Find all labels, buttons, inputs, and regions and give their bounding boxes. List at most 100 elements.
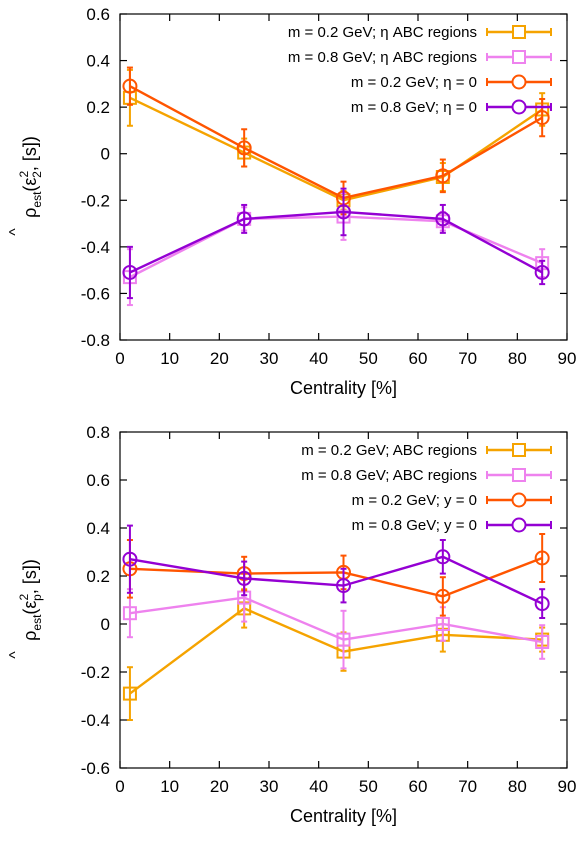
series-line (129, 607, 543, 695)
legend-label: m = 0.8 GeV; η = 0 (351, 99, 477, 116)
y-label-tail: , [s]) (20, 559, 40, 594)
data-point-square (122, 686, 137, 701)
y-axis-label: ρest(ε22, [s]) (17, 136, 44, 218)
x-tick-label: 10 (160, 777, 179, 796)
data-point-circle (534, 596, 550, 612)
y-label-sub2: p (30, 594, 44, 601)
y-label-hat: ^ (7, 651, 24, 659)
x-tick-label: 40 (309, 777, 328, 796)
data-point-circle (236, 570, 252, 586)
series-2 (122, 66, 550, 216)
data-point-circle (435, 168, 451, 184)
data-point-circle (236, 140, 252, 156)
legend-label: m = 0.2 GeV; y = 0 (352, 492, 477, 509)
legend-marker-square (512, 443, 526, 457)
series-1 (122, 192, 550, 307)
data-point-circle (122, 551, 138, 567)
chart-top: 0 10 20 30 40 50 60 70 80 90 -0.8 -0.6 -0.4 -0.2 0 0.2 0… (7, 5, 576, 398)
series-line (129, 215, 543, 279)
series-2 (122, 533, 550, 617)
x-tick-label: 70 (458, 777, 477, 796)
y-tick-label: -0.6 (81, 759, 110, 778)
data-point-circle (236, 211, 252, 227)
y-tick-label: -0.4 (81, 238, 110, 257)
y-tick-label: -0.8 (81, 331, 110, 350)
legend-label: m = 0.2 GeV; η ABC regions (288, 24, 477, 41)
y-tick-label: -0.2 (81, 663, 110, 682)
y-tick-label: -0.6 (81, 284, 110, 303)
x-tick-label: 0 (115, 349, 124, 368)
series-line (129, 96, 543, 202)
data-point-square (336, 632, 351, 647)
legend-marker-square (512, 468, 526, 482)
y-label-eps: (ε (20, 178, 40, 192)
legend-marker-square (512, 50, 526, 64)
legend-marker-circle (511, 517, 527, 533)
y-label-rho: ρ (20, 208, 40, 218)
data-point-circle (534, 550, 550, 566)
x-tick-label: 60 (409, 777, 428, 796)
y-label-sup: 2 (17, 171, 31, 178)
series-line (129, 556, 543, 598)
y-label-eps: (ε (20, 601, 40, 615)
x-tick-label: 90 (558, 349, 577, 368)
data-point-square (122, 606, 137, 621)
y-axis-label: ρest(ε2p, [s]) (17, 559, 44, 641)
x-tick-label: 90 (558, 777, 577, 796)
x-tick-label: 30 (260, 349, 279, 368)
legend-label: m = 0.2 GeV; η = 0 (351, 74, 477, 91)
legend-label: m = 0.2 GeV; ABC regions (301, 442, 477, 459)
y-tick-label: 0.8 (86, 423, 110, 442)
y-tick-label: 0 (101, 615, 110, 634)
legend-label: m = 0.8 GeV; y = 0 (352, 517, 477, 534)
y-tick-label: 0 (101, 145, 110, 164)
x-tick-label: 80 (508, 349, 527, 368)
y-label-rho: ρ (20, 631, 40, 641)
data-point-square (435, 617, 450, 631)
data-point-circle (336, 578, 351, 594)
y-label-hat: ^ (7, 228, 24, 236)
series-3 (122, 187, 550, 300)
x-tick-label: 70 (458, 349, 477, 368)
data-point-circle (435, 588, 451, 604)
data-point-circle (122, 78, 138, 94)
series-line (129, 596, 543, 644)
data-point-circle (534, 264, 550, 280)
y-label-tail: , [s]) (20, 136, 40, 171)
x-tick-label: 80 (508, 777, 527, 796)
series-line (129, 210, 543, 274)
plot-frame (119, 13, 568, 341)
x-axis-label: Centrality [%] (290, 378, 397, 398)
series-1 (122, 572, 550, 670)
data-point-circle (435, 549, 451, 565)
data-point-circle (336, 204, 351, 220)
y-tick-label: 0.4 (86, 519, 110, 538)
x-tick-label: 50 (359, 349, 378, 368)
y-label-sup: 2 (17, 594, 31, 601)
data-point-circle (122, 264, 138, 280)
series-0 (122, 588, 550, 721)
data-point-square (535, 635, 550, 649)
y-tick-label: 0.2 (86, 567, 110, 586)
legend-label: m = 0.8 GeV; η ABC regions (288, 49, 477, 66)
series-line (129, 85, 543, 200)
x-tick-label: 50 (359, 777, 378, 796)
y-tick-label: 0.6 (86, 471, 110, 490)
series-3 (122, 524, 550, 619)
legend-label: m = 0.8 GeV; ABC regions (301, 467, 477, 484)
y-tick-label: 0.2 (86, 98, 110, 117)
legend-marker-square (512, 25, 526, 39)
x-tick-label: 20 (210, 777, 229, 796)
x-tick-label: 40 (309, 349, 328, 368)
x-tick-label: 20 (210, 349, 229, 368)
series-0 (122, 68, 550, 211)
y-label-sub2: 2 (30, 171, 44, 178)
x-axis-label: Centrality [%] (290, 806, 397, 826)
y-tick-label: -0.2 (81, 191, 110, 210)
legend-marker-circle (511, 99, 527, 115)
chart-bottom: 0 10 20 30 40 50 60 70 80 90 -0.6 -0.4 -0.2 0 0.2 0.4 0.… (7, 423, 576, 826)
data-point-circle (435, 211, 451, 227)
y-label-sub: est (30, 191, 44, 208)
y-label-sub: est (30, 614, 44, 631)
